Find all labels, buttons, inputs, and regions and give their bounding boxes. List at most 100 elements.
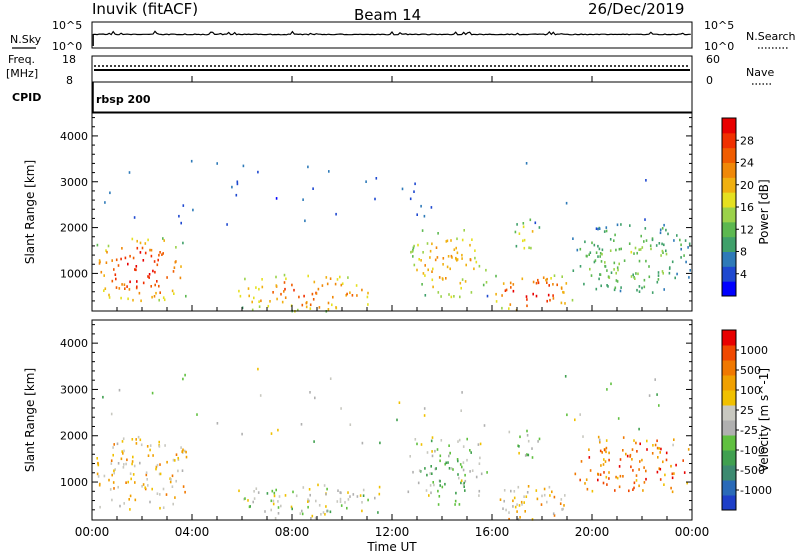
heatmap-cell (526, 434, 529, 437)
heatmap-cell (413, 263, 416, 267)
heatmap-cell (523, 495, 525, 498)
heatmap-cell (147, 484, 149, 487)
heatmap-cell (180, 265, 182, 268)
heatmap-cell (638, 468, 640, 471)
heatmap-cell (261, 285, 264, 289)
heatmap-cell (431, 278, 434, 282)
heatmap-cell (309, 303, 312, 307)
heatmap-cell (157, 258, 159, 262)
heatmap-cell (181, 450, 183, 453)
heatmap-cell (643, 240, 645, 243)
heatmap-cell (597, 478, 599, 482)
heatmap-cell (270, 508, 272, 512)
heatmap-cell (320, 513, 322, 516)
heatmap-cell (603, 230, 606, 233)
heatmap-cell (525, 162, 528, 165)
heatmap-cell (131, 462, 133, 466)
heatmap-cell (582, 435, 584, 438)
heatmap-cell (272, 502, 275, 506)
heatmap-cell (535, 281, 538, 285)
y-tick-label: 1000 (60, 267, 88, 280)
heatmap-cell (127, 262, 129, 266)
heatmap-cell (337, 489, 339, 492)
heatmap-cell (512, 289, 515, 293)
heatmap-cell (440, 439, 443, 442)
heatmap-cell (216, 162, 218, 165)
heatmap-cell (638, 484, 640, 488)
heatmap-cell (615, 475, 617, 479)
heatmap-cell (432, 481, 434, 484)
heatmap-cell (654, 443, 657, 447)
heatmap-cell (341, 282, 344, 285)
y-tick-label: 3000 (60, 383, 88, 396)
heatmap-cell (269, 300, 271, 303)
heatmap-cell (346, 506, 348, 510)
heatmap-cell (266, 492, 269, 495)
heatmap-cell (508, 511, 510, 514)
heatmap-cell (459, 295, 461, 299)
heatmap-cell (139, 251, 142, 254)
heatmap-cell (170, 478, 172, 481)
heatmap-cell (439, 454, 442, 458)
heatmap-cell (283, 290, 285, 293)
heatmap-cell (662, 460, 664, 464)
nsky-label: N.Sky (10, 33, 42, 46)
heatmap-cell (629, 224, 631, 227)
colorbar-segment (722, 207, 736, 223)
heatmap-cell (434, 258, 437, 262)
heatmap-cell (636, 450, 638, 453)
heatmap-cell (613, 288, 616, 292)
heatmap-cell (589, 469, 592, 472)
heatmap-cell (645, 469, 647, 473)
heatmap-cell (121, 247, 123, 250)
colorbar-tick-label: -500 (740, 464, 765, 477)
heatmap-cell (680, 256, 682, 259)
heatmap-cell (129, 472, 132, 475)
heatmap-cell (255, 286, 257, 289)
heatmap-cell (361, 509, 363, 513)
heatmap-cell (123, 449, 125, 453)
heatmap-cell (253, 490, 255, 493)
heatmap-cell (412, 255, 414, 258)
heatmap-cell (174, 496, 176, 499)
colorbar-tick-label: 24 (740, 157, 754, 170)
heatmap-cell (426, 451, 429, 454)
heatmap-cell (531, 447, 533, 450)
heatmap-cell (643, 466, 645, 469)
heatmap-cell (318, 306, 321, 309)
heatmap-cell (175, 453, 178, 456)
heatmap-cell (605, 446, 608, 450)
heatmap-cell (474, 249, 476, 252)
heatmap-cell (607, 285, 609, 288)
heatmap-cell (536, 497, 539, 501)
heatmap-cell (532, 280, 535, 284)
heatmap-cell (598, 277, 600, 281)
heatmap-cell (257, 170, 259, 174)
heatmap-cell (599, 440, 601, 444)
heatmap-cell (450, 239, 452, 242)
heatmap-cell (98, 259, 101, 262)
colorbar-tick-label: -100 (740, 444, 765, 457)
heatmap-cell (545, 278, 547, 282)
heatmap-cell (617, 417, 620, 420)
heatmap-cell (158, 284, 160, 288)
heatmap-cell (548, 284, 550, 287)
heatmap-cell (147, 238, 149, 242)
heatmap-cell (255, 487, 258, 490)
heatmap-cell (686, 481, 688, 485)
heatmap-cell (668, 271, 671, 275)
heatmap-cell (120, 296, 122, 300)
heatmap-cell (148, 273, 151, 276)
heatmap-cell (665, 249, 667, 253)
heatmap-cell (362, 488, 365, 492)
heatmap-cell (457, 440, 459, 443)
heatmap-cell (665, 458, 668, 462)
heatmap-cell (236, 180, 239, 184)
heatmap-cell (158, 472, 161, 476)
heatmap-cell (335, 212, 337, 216)
heatmap-cell (117, 264, 120, 267)
heatmap-cell (431, 472, 433, 475)
heatmap-cell (244, 277, 246, 281)
colorbar-segment (722, 375, 736, 391)
heatmap-cell (510, 489, 512, 493)
